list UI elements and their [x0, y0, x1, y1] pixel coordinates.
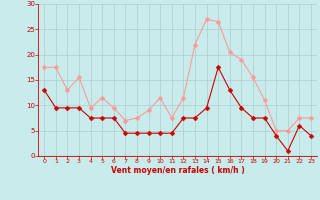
- X-axis label: Vent moyen/en rafales ( km/h ): Vent moyen/en rafales ( km/h ): [111, 166, 244, 175]
